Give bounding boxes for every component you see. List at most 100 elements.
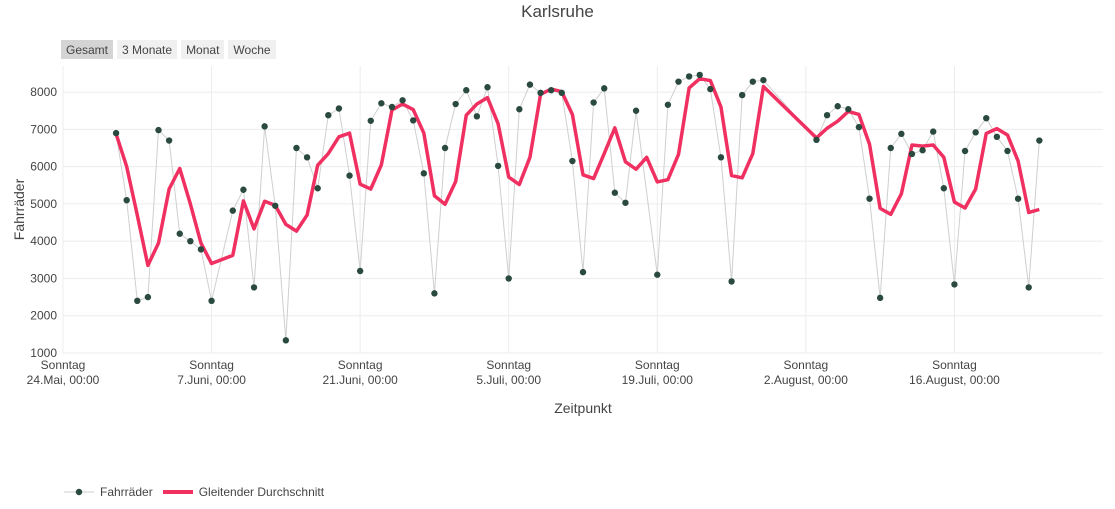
data-point-fahrraeder[interactable]: [632, 107, 640, 114]
data-point-fahrraeder[interactable]: [717, 154, 725, 161]
data-point-fahrraeder[interactable]: [388, 103, 396, 111]
data-point-fahrraeder[interactable]: [749, 78, 756, 85]
data-point-fahrraeder[interactable]: [728, 278, 735, 285]
y-tick-label: 7000: [30, 122, 57, 136]
data-point-fahrraeder[interactable]: [908, 150, 916, 158]
data-point-fahrraeder[interactable]: [760, 76, 767, 84]
data-point-fahrraeder[interactable]: [155, 126, 162, 134]
data-point-fahrraeder[interactable]: [187, 237, 194, 245]
gleitender-durchschnitt-line[interactable]: [114, 76, 1040, 268]
data-point-fahrraeder[interactable]: [654, 271, 661, 278]
data-point-fahrraeder[interactable]: [590, 99, 597, 106]
data-point-fahrraeder[interactable]: [441, 144, 449, 152]
data-point-fahrraeder[interactable]: [452, 100, 459, 108]
data-point-fahrraeder[interactable]: [919, 147, 926, 154]
data-point-fahrraeder[interactable]: [176, 230, 183, 237]
data-point-fahrraeder[interactable]: [410, 117, 417, 124]
data-point-fahrraeder[interactable]: [961, 147, 969, 155]
data-point-fahrraeder[interactable]: [983, 114, 990, 122]
data-point-fahrraeder[interactable]: [823, 112, 831, 119]
data-point-fahrraeder[interactable]: [516, 106, 523, 113]
data-point-fahrraeder[interactable]: [622, 199, 629, 206]
data-point-fahrraeder[interactable]: [208, 297, 215, 305]
range-button-woche[interactable]: Woche: [228, 40, 276, 59]
data-point-fahrraeder[interactable]: [547, 87, 555, 94]
data-point-fahrraeder[interactable]: [707, 85, 714, 93]
legend-item-gleitender-durchschnitt[interactable]: Gleitender Durchschnitt: [162, 485, 324, 499]
data-point-fahrraeder[interactable]: [611, 189, 619, 196]
data-point-fahrraeder[interactable]: [356, 267, 364, 275]
data-point-fahrraeder[interactable]: [112, 129, 120, 137]
data-point-fahrraeder[interactable]: [378, 100, 385, 107]
data-point-fahrraeder[interactable]: [887, 144, 894, 152]
data-point-fahrraeder[interactable]: [876, 294, 884, 302]
data-point-fahrraeder[interactable]: [335, 105, 343, 112]
data-point-fahrraeder[interactable]: [494, 162, 502, 170]
y-tick-label: 4000: [30, 234, 57, 248]
data-point-fahrraeder[interactable]: [229, 207, 236, 214]
range-selector: Gesamt 3 Monate Monat Woche: [61, 40, 276, 59]
data-point-fahrraeder[interactable]: [261, 123, 268, 130]
x-tick-label-weekday: Sonntag: [635, 358, 680, 372]
data-point-fahrraeder[interactable]: [123, 196, 130, 204]
data-point-fahrraeder[interactable]: [813, 136, 820, 143]
data-point-fahrraeder[interactable]: [526, 81, 534, 88]
data-point-fahrraeder[interactable]: [165, 137, 173, 144]
data-point-fahrraeder[interactable]: [855, 123, 863, 131]
data-point-fahrraeder[interactable]: [951, 281, 958, 288]
plot-area[interactable]: 1000 2000 3000 4000 5000 6000 7000 8000 Sonntag…: [0, 0, 1115, 470]
range-button-monat[interactable]: Monat: [181, 40, 225, 59]
data-point-fahrraeder[interactable]: [250, 284, 258, 291]
data-point-fahrraeder[interactable]: [1014, 195, 1022, 202]
data-point-fahrraeder[interactable]: [144, 293, 152, 301]
range-button-3-monate[interactable]: 3 Monate: [117, 40, 178, 59]
data-point-fahrraeder[interactable]: [473, 113, 481, 120]
x-tick-label-date: 21.Juni, 00:00: [322, 373, 398, 387]
data-point-fahrraeder[interactable]: [866, 195, 873, 202]
data-point-fahrraeder[interactable]: [420, 170, 428, 177]
data-point-fahrraeder[interactable]: [845, 106, 852, 113]
data-point-fahrraeder[interactable]: [696, 71, 703, 79]
data-point-fahrraeder[interactable]: [972, 129, 979, 136]
range-button-gesamt[interactable]: Gesamt: [61, 40, 114, 59]
series-fahrraeder-markers[interactable]: [112, 71, 1043, 344]
data-point-fahrraeder[interactable]: [346, 172, 353, 179]
data-point-fahrraeder[interactable]: [569, 157, 576, 165]
data-point-fahrraeder[interactable]: [1004, 147, 1011, 155]
data-point-fahrraeder[interactable]: [431, 290, 438, 297]
data-point-fahrraeder[interactable]: [834, 103, 841, 110]
legend-item-fahrraeder[interactable]: Fahrräder: [64, 485, 153, 499]
data-point-fahrraeder[interactable]: [197, 246, 205, 253]
data-point-fahrraeder[interactable]: [399, 97, 406, 104]
data-point-fahrraeder[interactable]: [675, 78, 682, 85]
data-point-fahrraeder[interactable]: [272, 202, 279, 209]
data-point-fahrraeder[interactable]: [505, 275, 512, 282]
data-point-fahrraeder[interactable]: [685, 73, 693, 80]
data-point-fahrraeder[interactable]: [484, 84, 491, 91]
data-point-fahrraeder[interactable]: [930, 128, 937, 135]
data-point-fahrraeder[interactable]: [940, 185, 948, 192]
x-tick-label-weekday: Sonntag: [41, 358, 86, 372]
data-point-fahrraeder[interactable]: [303, 154, 311, 161]
series-gleitender-durchschnitt[interactable]: [114, 76, 1040, 268]
data-point-fahrraeder[interactable]: [463, 87, 470, 94]
data-point-fahrraeder[interactable]: [282, 337, 290, 344]
grid-lines: [62, 66, 1103, 354]
data-point-fahrraeder[interactable]: [134, 297, 141, 305]
data-point-fahrraeder[interactable]: [738, 91, 746, 99]
data-point-fahrraeder[interactable]: [293, 144, 300, 152]
data-point-fahrraeder[interactable]: [558, 89, 565, 97]
y-tick-label: 6000: [30, 160, 57, 174]
data-point-fahrraeder[interactable]: [240, 186, 247, 193]
data-point-fahrraeder[interactable]: [325, 112, 332, 119]
data-point-fahrraeder[interactable]: [579, 268, 587, 276]
data-point-fahrraeder[interactable]: [537, 89, 544, 97]
data-point-fahrraeder[interactable]: [1036, 137, 1043, 144]
data-point-fahrraeder[interactable]: [314, 185, 321, 192]
data-point-fahrraeder[interactable]: [898, 130, 905, 138]
data-point-fahrraeder[interactable]: [367, 117, 374, 124]
data-point-fahrraeder[interactable]: [664, 101, 672, 108]
data-point-fahrraeder[interactable]: [601, 85, 608, 92]
data-point-fahrraeder[interactable]: [1025, 284, 1032, 291]
data-point-fahrraeder[interactable]: [993, 133, 1001, 141]
